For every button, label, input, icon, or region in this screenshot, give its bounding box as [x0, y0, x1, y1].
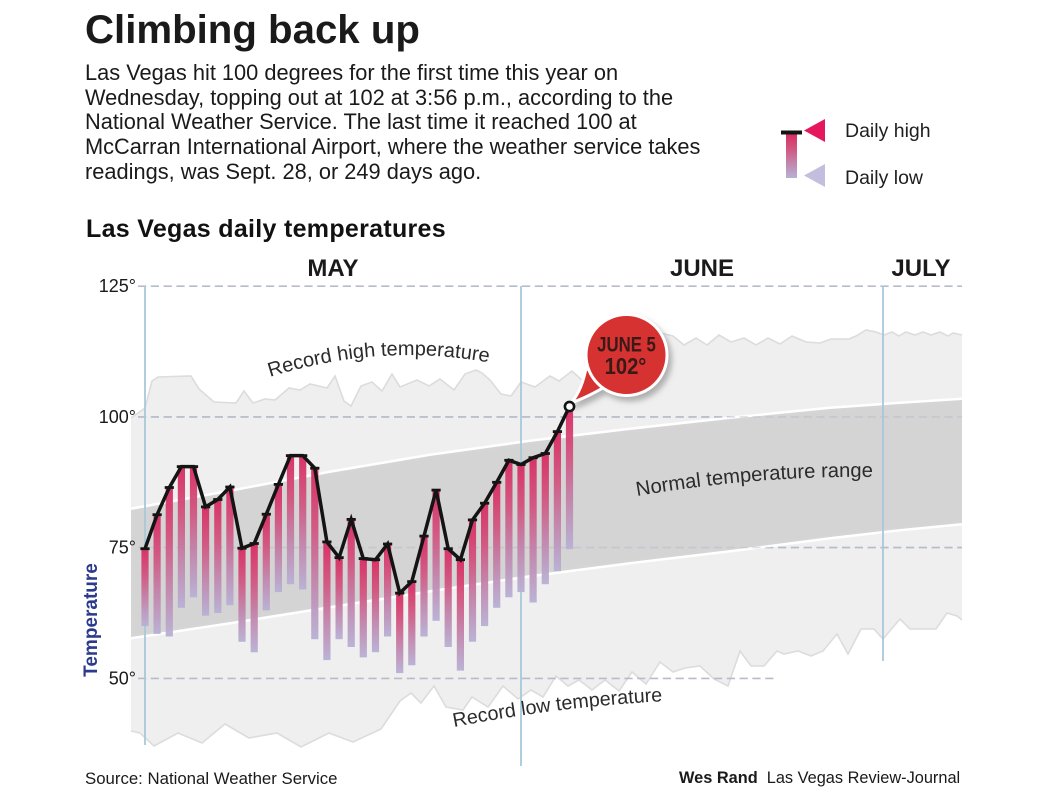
svg-text:JUNE 5: JUNE 5 — [597, 334, 656, 357]
svg-text:Temperature: Temperature — [81, 563, 102, 677]
svg-text:Daily low: Daily low — [845, 167, 924, 189]
svg-text:50°: 50° — [109, 668, 136, 688]
svg-text:Daily high: Daily high — [845, 120, 931, 142]
svg-text:MAY: MAY — [307, 255, 358, 282]
svg-text:Record high temperature: Record high temperature — [265, 338, 491, 382]
svg-text:100°: 100° — [99, 407, 136, 427]
svg-text:JULY: JULY — [891, 255, 950, 282]
svg-text:75°: 75° — [109, 538, 136, 558]
svg-text:JUNE: JUNE — [670, 255, 734, 282]
svg-text:125°: 125° — [99, 276, 136, 296]
svg-text:102°: 102° — [605, 353, 647, 380]
